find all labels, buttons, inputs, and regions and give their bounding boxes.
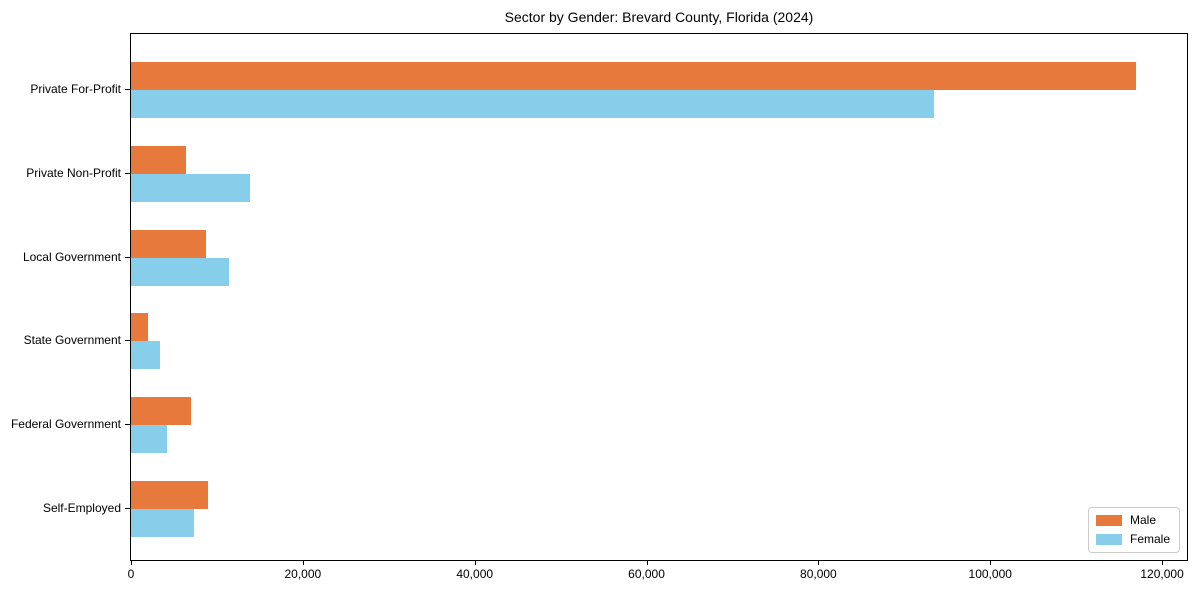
bar-male-6 <box>131 481 209 510</box>
x-axis-tick-label: 80,000 <box>800 567 837 581</box>
bar-male-5 <box>131 397 192 426</box>
y-axis-tick-mark <box>125 88 130 90</box>
x-axis-tick-mark <box>302 561 304 565</box>
x-axis-tick-mark <box>131 561 132 565</box>
chart-title: Sector by Gender: Brevard County, Florid… <box>504 9 814 25</box>
bar-female-5 <box>131 425 168 454</box>
y-axis-category-label: Self-Employed <box>42 501 121 516</box>
x-axis-tick-mark <box>1162 561 1164 565</box>
y-axis-category-label: Private Non-Profit <box>26 165 121 180</box>
plot-area: Male Female <box>130 33 1188 561</box>
legend-item-male: Male <box>1095 513 1170 527</box>
legend-label-male: Male <box>1129 513 1156 527</box>
x-axis-tick-label: 40,000 <box>456 567 494 581</box>
bar-female-2 <box>131 173 250 202</box>
legend-item-female: Female <box>1095 532 1170 546</box>
x-axis-tick-label: 100,000 <box>968 567 1012 581</box>
bar-male-3 <box>131 229 206 258</box>
x-axis-tick-label: 20,000 <box>284 567 322 581</box>
y-axis-tick-mark <box>125 256 130 258</box>
x-axis-tick-label: 60,000 <box>628 567 665 581</box>
bar-female-6 <box>131 509 194 538</box>
bar-female-3 <box>131 257 229 286</box>
bar-female-1 <box>131 89 934 118</box>
legend-swatch-male <box>1095 515 1122 526</box>
x-axis-tick-mark <box>474 561 476 565</box>
y-axis-tick-mark <box>125 508 130 510</box>
y-axis-tick-mark <box>125 340 130 342</box>
x-axis-tick-label: 120,000 <box>1140 567 1184 581</box>
x-axis-tick-mark <box>818 561 820 565</box>
y-axis-tick-mark <box>125 424 130 426</box>
y-axis-category-label: Private For-Profit <box>30 81 121 96</box>
y-axis-category-label: Local Government <box>22 249 121 264</box>
bar-male-2 <box>131 145 186 174</box>
legend: Male Female <box>1087 507 1180 553</box>
y-axis-tick-mark <box>125 172 130 174</box>
bar-male-4 <box>131 313 149 342</box>
x-axis-tick-mark <box>646 561 648 565</box>
y-axis-category-label: Federal Government <box>10 417 121 432</box>
legend-label-female: Female <box>1129 532 1170 546</box>
legend-swatch-female <box>1095 534 1122 545</box>
x-axis-tick-mark <box>990 561 992 565</box>
bar-male-1 <box>131 61 1137 90</box>
bar-female-4 <box>131 341 161 370</box>
y-axis-category-label: State Government <box>23 333 121 348</box>
x-axis-tick-label: 0 <box>127 567 135 581</box>
